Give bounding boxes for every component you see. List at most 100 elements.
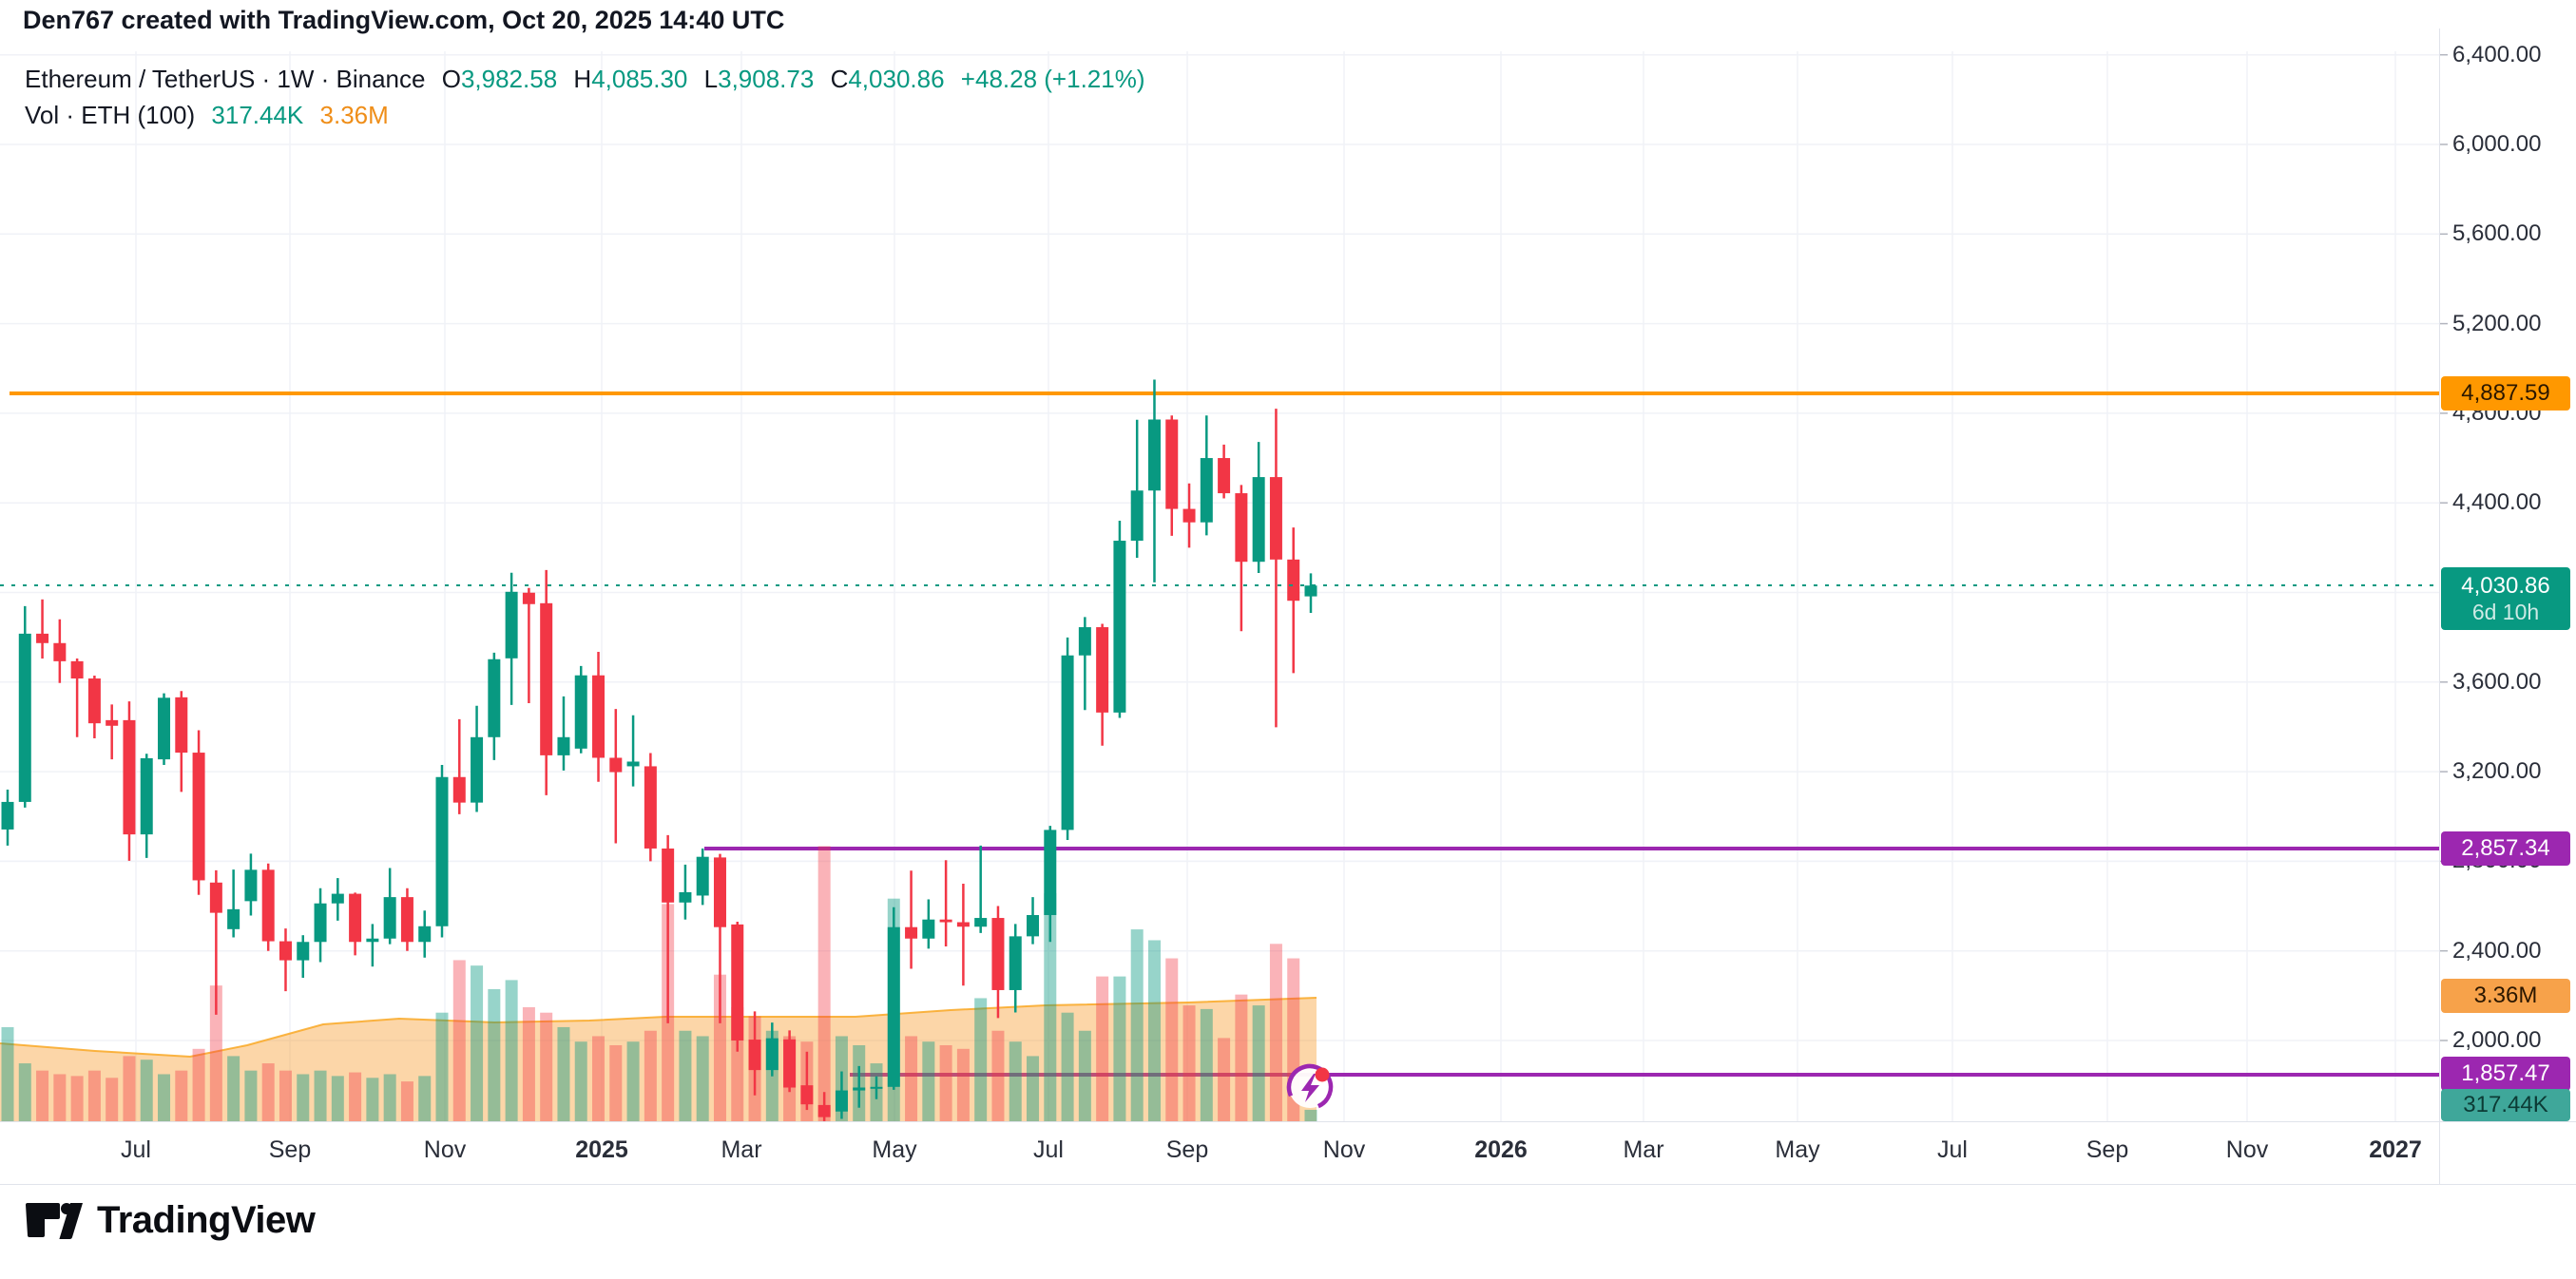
candle-body[interactable]	[662, 848, 675, 903]
candle-body[interactable]	[383, 897, 396, 939]
volume-bar[interactable]	[1113, 976, 1126, 1121]
tradingview-logo[interactable]: TradingView	[25, 1199, 316, 1242]
candle-body[interactable]	[452, 776, 466, 803]
alert-level-badge[interactable]: 4,887.59	[2441, 376, 2570, 410]
volume-bar[interactable]	[1027, 1056, 1040, 1121]
candle-body[interactable]	[853, 1087, 866, 1091]
candle-body[interactable]	[175, 697, 188, 754]
volume-bar[interactable]	[905, 1036, 918, 1121]
candle-body[interactable]	[53, 642, 67, 661]
volume-bar[interactable]	[106, 1078, 119, 1121]
volume-bar[interactable]	[1200, 1008, 1213, 1121]
legend-symbol-row[interactable]: Ethereum / TetherUS · 1W · Binance O3,98…	[25, 61, 1145, 97]
volume-bar[interactable]	[626, 1041, 640, 1121]
time-axis-label[interactable]: Sep	[1165, 1136, 1209, 1163]
candle-body[interactable]	[991, 918, 1005, 990]
time-axis-label[interactable]: Sep	[2086, 1136, 2129, 1163]
volume-bar[interactable]	[36, 1070, 49, 1121]
candle-body[interactable]	[974, 918, 988, 927]
candle-body[interactable]	[366, 938, 379, 943]
candle-body[interactable]	[870, 1086, 883, 1089]
candle-body[interactable]	[418, 926, 432, 943]
volume-bar[interactable]	[1, 1026, 14, 1121]
candle-body[interactable]	[835, 1090, 848, 1112]
candle-body[interactable]	[905, 926, 918, 939]
volume-bar[interactable]	[1096, 976, 1109, 1121]
volume-bar[interactable]	[609, 1044, 623, 1121]
time-axis-label[interactable]: May	[872, 1136, 917, 1163]
volume-bar[interactable]	[471, 965, 484, 1121]
time-axis-label[interactable]: Jul	[121, 1136, 151, 1163]
candle-body[interactable]	[1044, 830, 1057, 915]
support-badge[interactable]: 1,857.47	[2441, 1057, 2570, 1091]
volume-bar[interactable]	[18, 1063, 31, 1121]
volume-bar[interactable]	[261, 1063, 275, 1121]
candle-body[interactable]	[1, 801, 14, 830]
volume-bar[interactable]	[314, 1070, 327, 1121]
volume-bar[interactable]	[140, 1059, 153, 1121]
volume-bar[interactable]	[1078, 1030, 1091, 1121]
volume-bar[interactable]	[123, 1056, 136, 1121]
candle-body[interactable]	[574, 675, 587, 749]
candle-body[interactable]	[400, 897, 413, 943]
candle-body[interactable]	[1235, 493, 1248, 563]
volume-bar[interactable]	[922, 1041, 935, 1121]
candle-body[interactable]	[1113, 541, 1126, 713]
candle-body[interactable]	[748, 1040, 761, 1071]
volume-bar[interactable]	[452, 960, 466, 1121]
volume-bar[interactable]	[331, 1076, 344, 1121]
candle-body[interactable]	[557, 736, 570, 755]
volume-bar[interactable]	[557, 1026, 570, 1121]
legend-symbol[interactable]: Ethereum / TetherUS · 1W · Binance	[25, 65, 426, 93]
volume-bar[interactable]	[227, 1056, 240, 1121]
volume-bar[interactable]	[87, 1070, 101, 1121]
candle-body[interactable]	[192, 753, 205, 881]
volume-bar[interactable]	[209, 985, 222, 1121]
volume-bar[interactable]	[383, 1074, 396, 1121]
volume-bar[interactable]	[418, 1076, 432, 1121]
volume-bar[interactable]	[540, 1012, 553, 1121]
volume-bar[interactable]	[713, 974, 726, 1121]
candle-body[interactable]	[592, 675, 606, 758]
candle-body[interactable]	[123, 719, 136, 835]
volume-bar[interactable]	[192, 1048, 205, 1121]
time-axis-label[interactable]: Sep	[268, 1136, 312, 1163]
volume-bar[interactable]	[991, 1030, 1005, 1121]
candle-body[interactable]	[696, 856, 709, 896]
candle-body[interactable]	[1096, 627, 1109, 713]
candle-body[interactable]	[279, 941, 292, 961]
lightning-marker[interactable]	[1282, 1059, 1337, 1115]
candle-body[interactable]	[731, 924, 744, 1040]
candle-body[interactable]	[471, 736, 484, 803]
candle-body[interactable]	[1078, 627, 1091, 656]
time-axis-label[interactable]: May	[1775, 1136, 1820, 1163]
candle-body[interactable]	[87, 678, 101, 724]
candle-body[interactable]	[1200, 458, 1213, 523]
volume-bar[interactable]	[349, 1072, 362, 1121]
volume-bar[interactable]	[939, 1044, 952, 1121]
candle-body[interactable]	[18, 633, 31, 802]
candle-body[interactable]	[1269, 477, 1282, 560]
volume-bar[interactable]	[175, 1070, 188, 1121]
candle-body[interactable]	[70, 660, 84, 679]
time-axis-label[interactable]: 2027	[2369, 1136, 2422, 1163]
volume-bar[interactable]	[1147, 940, 1161, 1122]
candle-body[interactable]	[1147, 419, 1161, 491]
volume-bar[interactable]	[644, 1030, 657, 1121]
candle-body[interactable]	[435, 776, 449, 926]
volume-indicator-label[interactable]: Vol · ETH (100)	[25, 101, 196, 129]
candle-body[interactable]	[522, 592, 535, 604]
candle-body[interactable]	[817, 1104, 831, 1117]
volume-bar[interactable]	[1182, 1005, 1196, 1121]
time-axis-label[interactable]: Nov	[2225, 1136, 2269, 1163]
volume-bar[interactable]	[679, 1030, 692, 1121]
candle-body[interactable]	[1027, 914, 1040, 937]
volume-bar[interactable]	[592, 1036, 606, 1121]
candle-body[interactable]	[609, 757, 623, 773]
volume-bar[interactable]	[1061, 1012, 1074, 1121]
volume-bar[interactable]	[435, 1012, 449, 1121]
candle-body[interactable]	[505, 591, 518, 659]
volume-bar[interactable]	[1269, 944, 1282, 1121]
candle-body[interactable]	[158, 697, 171, 760]
volume-bar[interactable]	[696, 1036, 709, 1121]
